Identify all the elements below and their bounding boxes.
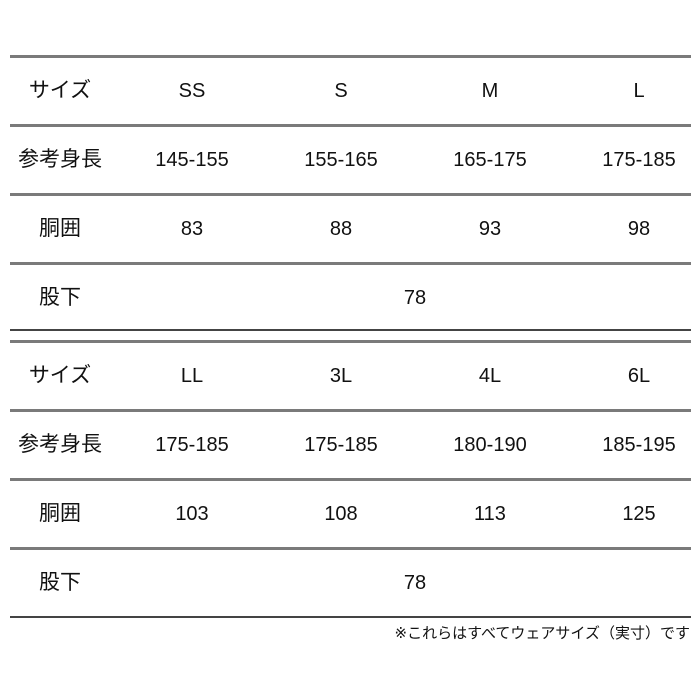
size-header: LL <box>180 364 204 387</box>
inseam-value: 78 <box>403 286 427 309</box>
waist-value: 103 <box>175 502 209 525</box>
height-value: 180-190 <box>453 433 527 456</box>
waist-value: 113 <box>474 502 506 525</box>
divider-line <box>10 262 691 265</box>
size-header: 4L <box>478 364 502 387</box>
waist-value: 125 <box>622 502 656 525</box>
divider-line <box>10 616 691 618</box>
height-value: 145-155 <box>155 148 229 171</box>
divider-line <box>10 124 691 127</box>
divider-line <box>10 478 691 481</box>
height-value: 175-185 <box>304 433 378 456</box>
divider-line <box>10 340 691 343</box>
divider-line <box>10 547 691 550</box>
divider-line <box>10 329 691 331</box>
row-label-size: サイズ <box>28 78 92 102</box>
height-value: 155-165 <box>304 148 378 171</box>
divider-line <box>10 55 691 58</box>
height-value: 165-175 <box>453 148 527 171</box>
waist-value: 93 <box>478 217 502 240</box>
size-header: M <box>481 79 499 102</box>
row-label-height: 参考身長 <box>18 432 102 456</box>
row-label-inseam: 股下 <box>39 570 81 594</box>
waist-value: 83 <box>180 217 204 240</box>
row-label-height: 参考身長 <box>18 147 102 171</box>
waist-value: 88 <box>329 217 353 240</box>
divider-line <box>10 409 691 412</box>
footnote: ※これらはすべてウェアサイズ（実寸）です <box>394 625 690 642</box>
row-label-waist: 胴囲 <box>39 501 81 525</box>
height-value: 175-185 <box>602 148 676 171</box>
waist-value: 108 <box>324 502 358 525</box>
divider-line <box>10 193 691 196</box>
row-label-size: サイズ <box>28 363 92 387</box>
size-header: S <box>334 79 348 102</box>
size-header: SS <box>178 79 206 102</box>
height-value: 175-185 <box>155 433 229 456</box>
row-label-waist: 胴囲 <box>39 216 81 240</box>
size-header: L <box>633 79 645 102</box>
inseam-value: 78 <box>403 571 427 594</box>
height-value: 185-195 <box>602 433 676 456</box>
size-header: 6L <box>627 364 651 387</box>
row-label-inseam: 股下 <box>39 285 81 309</box>
waist-value: 98 <box>627 217 651 240</box>
size-header: 3L <box>329 364 353 387</box>
